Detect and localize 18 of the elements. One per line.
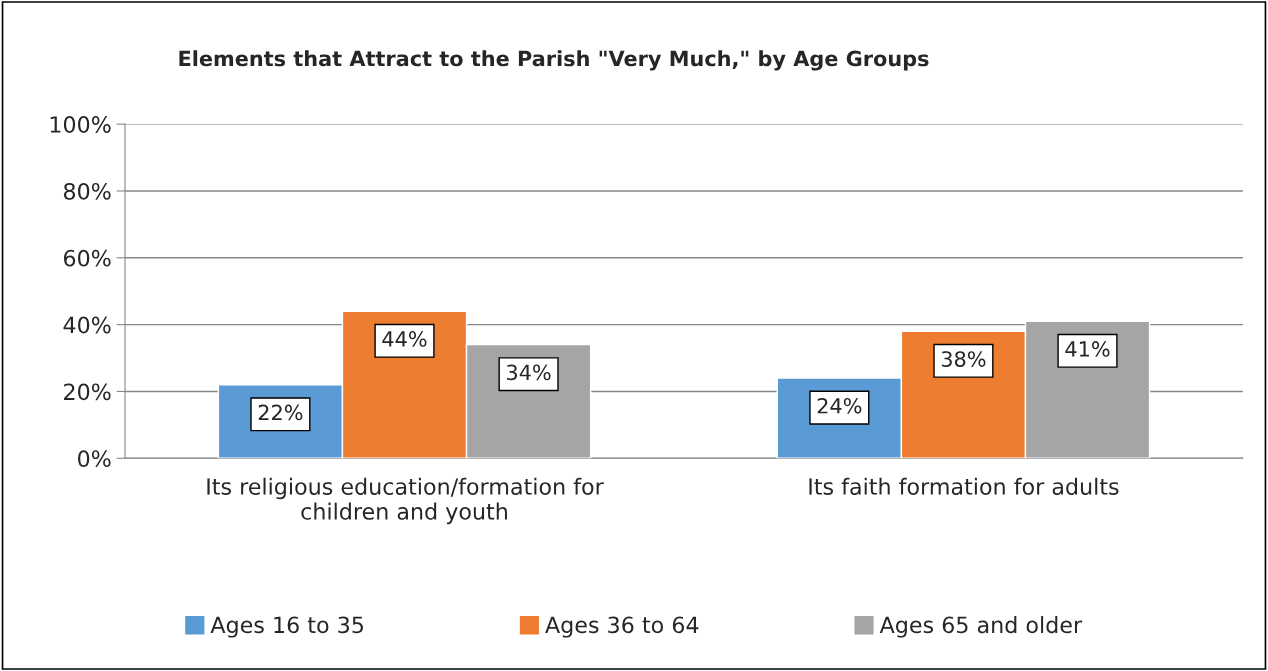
y-tick-label: 80% bbox=[63, 182, 111, 200]
data-label: 41% bbox=[1065, 341, 1110, 357]
data-label: 44% bbox=[382, 331, 427, 347]
chart-title: Elements that Attract to the Parish "Very Much," by Age Groups bbox=[179, 50, 929, 71]
x-tick-label: Its religious education/formation for children and youth bbox=[207, 477, 604, 525]
legend-label: Ages 16 to 35 bbox=[210, 616, 364, 638]
y-tick-label: 0% bbox=[78, 450, 111, 468]
y-tick-label: 60% bbox=[63, 249, 111, 267]
data-label: 24% bbox=[817, 397, 862, 414]
legend-label: Ages 36 to 64 bbox=[545, 616, 699, 638]
y-tick-label: 40% bbox=[63, 316, 111, 334]
y-tick-label: 20% bbox=[64, 383, 111, 401]
y-tick-label: 100% bbox=[50, 116, 111, 133]
data-label: 22% bbox=[258, 404, 303, 421]
x-tick-label: Its faith formation for adults bbox=[809, 477, 1119, 495]
legend-label: Ages 65 and older bbox=[879, 616, 1083, 638]
data-label: 34% bbox=[507, 364, 551, 381]
data-label: 38% bbox=[941, 351, 986, 367]
